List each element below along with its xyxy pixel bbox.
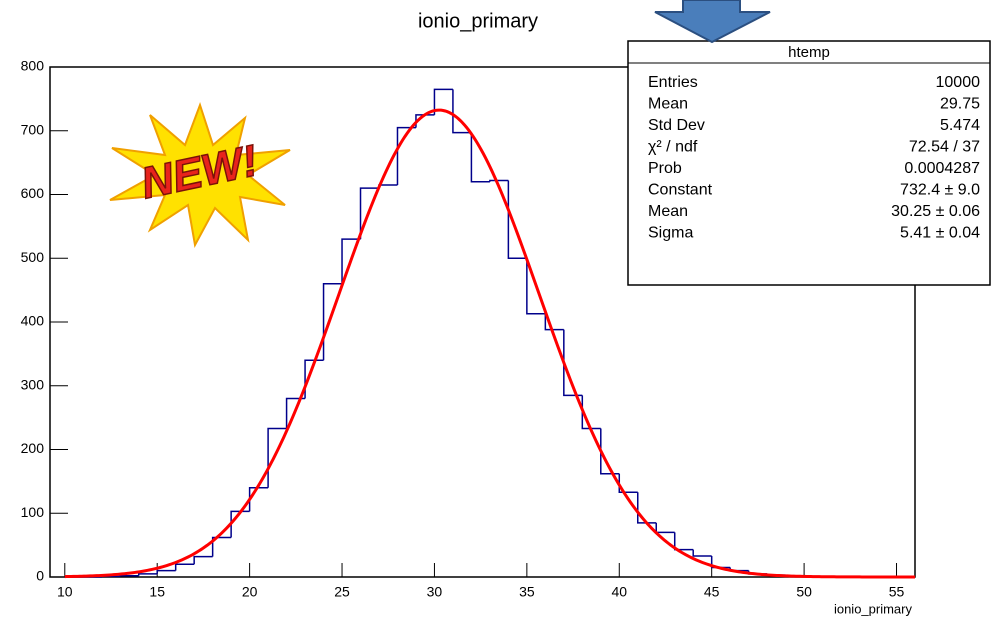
y-tick-label: 100 [21, 504, 45, 520]
stats-box: htemp Entries 10000 Mean 29.75 Std Dev 5.474 χ… [627, 40, 991, 286]
stats-name: Prob [648, 160, 682, 177]
bin [618, 473, 638, 493]
stats-value: 5.474 [940, 117, 980, 134]
x-tick-label: 20 [242, 584, 258, 600]
new-badge: NEW! [109, 101, 291, 249]
bin [341, 238, 361, 284]
bin [248, 487, 269, 512]
stats-value: 5.41 ± 0.04 [900, 225, 980, 242]
x-tick-label: 40 [611, 584, 627, 600]
stats-name: Entries [648, 74, 698, 91]
bin [359, 187, 379, 240]
bin [544, 313, 564, 331]
stats-name: Constant [648, 182, 713, 199]
stats-name: Std Dev [648, 117, 705, 134]
x-tick-label: 50 [796, 584, 812, 600]
bin [378, 184, 398, 189]
bin [673, 532, 694, 551]
stats-value: 732.4 ± 9.0 [900, 182, 980, 199]
bin [156, 569, 176, 574]
x-tick-label: 35 [519, 584, 535, 600]
bin [526, 258, 546, 315]
stats-value: 72.54 / 37 [909, 139, 980, 156]
y-tick-label: 600 [21, 185, 45, 201]
x-tick-label: 30 [427, 584, 443, 600]
x-tick-label: 55 [889, 584, 905, 600]
stats-name: Sigma [648, 225, 693, 242]
y-tick-label: 700 [21, 121, 45, 137]
x-tick-label: 45 [704, 584, 720, 600]
stats-value: 10000 [936, 74, 981, 91]
bin [452, 89, 472, 134]
stats-value: 29.75 [940, 96, 980, 113]
y-tick-label: 0 [36, 568, 44, 584]
x-tick-label: 15 [149, 584, 165, 600]
y-tick-label: 400 [21, 313, 45, 329]
stats-value: 0.0004287 [904, 160, 980, 177]
stats-name: Mean [648, 203, 688, 220]
bin [137, 573, 158, 576]
arrow [654, 0, 771, 44]
bin [193, 555, 213, 565]
bin [119, 574, 139, 577]
bin [174, 563, 195, 571]
y-tick-label: 300 [21, 376, 45, 392]
stats-name: χ² / ndf [648, 139, 698, 156]
bin [581, 395, 601, 430]
bin [433, 88, 453, 115]
chart-title: ionio_primary [418, 10, 538, 32]
y-tick-label: 800 [21, 58, 45, 74]
y-tick-label: 200 [21, 440, 45, 456]
stats-frame [627, 40, 991, 286]
bin [470, 132, 490, 183]
bin [692, 549, 712, 557]
x-axis-label: ionio_primary [834, 601, 913, 616]
x-tick-label: 25 [334, 584, 350, 600]
bin [489, 179, 509, 182]
y-tick-label: 500 [21, 249, 45, 265]
x-tick-label: 10 [57, 584, 73, 600]
bin [637, 492, 657, 524]
fit-curve [64, 108, 915, 579]
stats-name: Mean [648, 96, 688, 113]
bin [211, 536, 232, 557]
bin [230, 510, 250, 538]
starburst [109, 101, 291, 249]
bin [655, 522, 675, 534]
stats-title: htemp [788, 44, 830, 61]
stats-value: 30.25 ± 0.06 [891, 203, 980, 220]
